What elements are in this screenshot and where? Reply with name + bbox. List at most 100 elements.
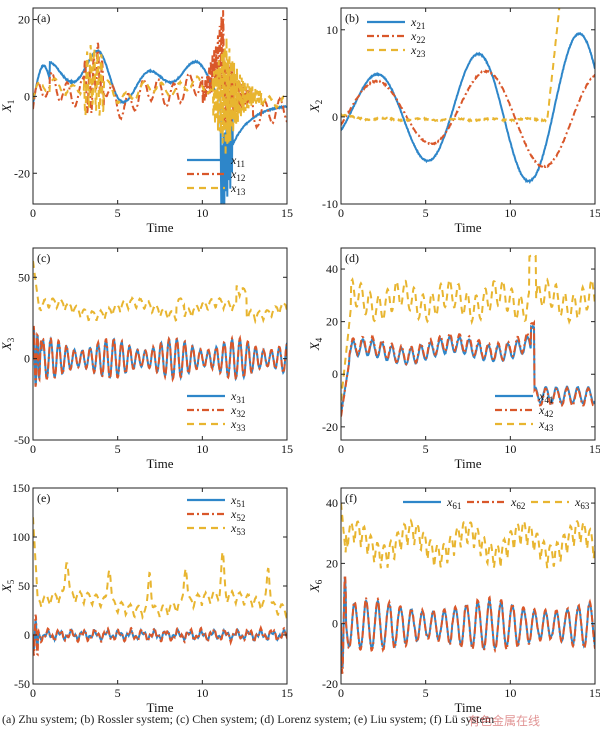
series-line-13: [33, 37, 287, 157]
plot-frame: [32, 247, 288, 441]
panel-label: (d): [345, 251, 359, 265]
x-tick-label: 0: [338, 442, 344, 456]
series-line-22: [341, 69, 595, 170]
series-line-51: [33, 619, 287, 652]
series-line-33: [33, 260, 287, 325]
y-tick-label: 100: [12, 530, 30, 544]
y-tick-label: 40: [326, 496, 338, 510]
x-tick-label: 0: [30, 686, 36, 700]
x-tick-label: 10: [196, 206, 208, 220]
series-line-52: [33, 614, 287, 657]
panel-label: (b): [345, 11, 359, 25]
x-tick-label: 0: [338, 206, 344, 220]
series-line-41: [341, 324, 595, 414]
y-tick-label: 0: [332, 110, 338, 124]
y-axis-label: X6: [307, 579, 324, 593]
series-line-32: [33, 325, 287, 387]
x-tick-label: 15: [281, 206, 293, 220]
y-tick-label: 0: [332, 367, 338, 381]
x-tick-label: 5: [115, 442, 121, 456]
series-line-62: [341, 574, 595, 674]
legend-label: x13: [230, 181, 246, 197]
watermark: 有色金属在线: [468, 714, 541, 728]
x-axis-label: Time: [147, 700, 174, 712]
x-tick-label: 0: [338, 686, 344, 700]
x-tick-label: 15: [281, 686, 293, 700]
y-axis-label: X2: [307, 100, 324, 113]
y-tick-label: -20: [322, 677, 338, 691]
series-line-61: [341, 575, 595, 669]
legend-label: x63: [574, 495, 590, 511]
y-tick-label: 40: [326, 262, 338, 276]
legend-label: x61: [446, 495, 461, 511]
y-tick-label: 10: [326, 23, 338, 37]
panel-label: (a): [37, 11, 50, 25]
plot-frame: [32, 487, 288, 685]
series-line-42: [341, 319, 595, 417]
y-tick-label: 50: [18, 579, 30, 593]
x-tick-label: 15: [589, 442, 600, 456]
x-tick-label: 15: [281, 442, 293, 456]
y-axis-label: X3: [0, 337, 16, 351]
x-tick-label: 10: [504, 442, 516, 456]
y-tick-label: 0: [24, 628, 30, 642]
x-tick-label: 5: [423, 686, 429, 700]
x-tick-label: 0: [30, 206, 36, 220]
y-tick-label: 0: [332, 617, 338, 631]
x-tick-label: 10: [504, 206, 516, 220]
y-tick-label: 150: [12, 481, 30, 495]
x-tick-label: 5: [423, 206, 429, 220]
plot-frame: [340, 247, 596, 441]
x-axis-label: Time: [455, 220, 482, 235]
legend-label: x53: [230, 521, 246, 537]
x-tick-label: 10: [196, 686, 208, 700]
x-axis-label: Time: [455, 456, 482, 471]
plot-frame: [32, 7, 288, 205]
y-tick-label: 20: [18, 13, 30, 27]
legend-label: x62: [510, 495, 525, 511]
plot-frame: [340, 487, 596, 685]
legend-label: x33: [230, 417, 246, 433]
x-axis-label: Time: [455, 700, 482, 712]
y-tick-label: 0: [24, 352, 30, 366]
x-tick-label: 0: [30, 442, 36, 456]
series-line-53: [33, 517, 287, 621]
figure-caption: (a) Zhu system; (b) Rossler system; (c) …: [2, 712, 495, 726]
series-line-63: [341, 502, 595, 569]
legend-label: x43: [538, 417, 554, 433]
y-tick-label: 20: [326, 315, 338, 329]
series-line-43: [341, 253, 595, 401]
y-tick-label: -50: [14, 433, 30, 447]
y-axis-label: X4: [307, 337, 324, 351]
y-axis-label: X5: [0, 579, 16, 593]
x-tick-label: 10: [504, 686, 516, 700]
y-tick-label: 50: [18, 270, 30, 284]
legend: x61 x62 x63: [403, 495, 590, 511]
y-tick-label: -20: [14, 166, 30, 180]
y-tick-label: -50: [14, 677, 30, 691]
y-tick-label: -20: [322, 420, 338, 434]
legend-label: x23: [410, 43, 426, 59]
plot-frame: [340, 7, 596, 205]
x-axis-label: Time: [147, 220, 174, 235]
series-line-12: [33, 10, 287, 130]
panel-label: (c): [37, 251, 50, 265]
x-tick-label: 5: [115, 206, 121, 220]
series-line-23: [341, 8, 561, 124]
y-tick-label: -10: [322, 197, 338, 211]
y-tick-label: 20: [326, 556, 338, 570]
x-tick-label: 5: [115, 686, 121, 700]
x-tick-label: 5: [423, 442, 429, 456]
x-tick-label: 15: [589, 206, 600, 220]
